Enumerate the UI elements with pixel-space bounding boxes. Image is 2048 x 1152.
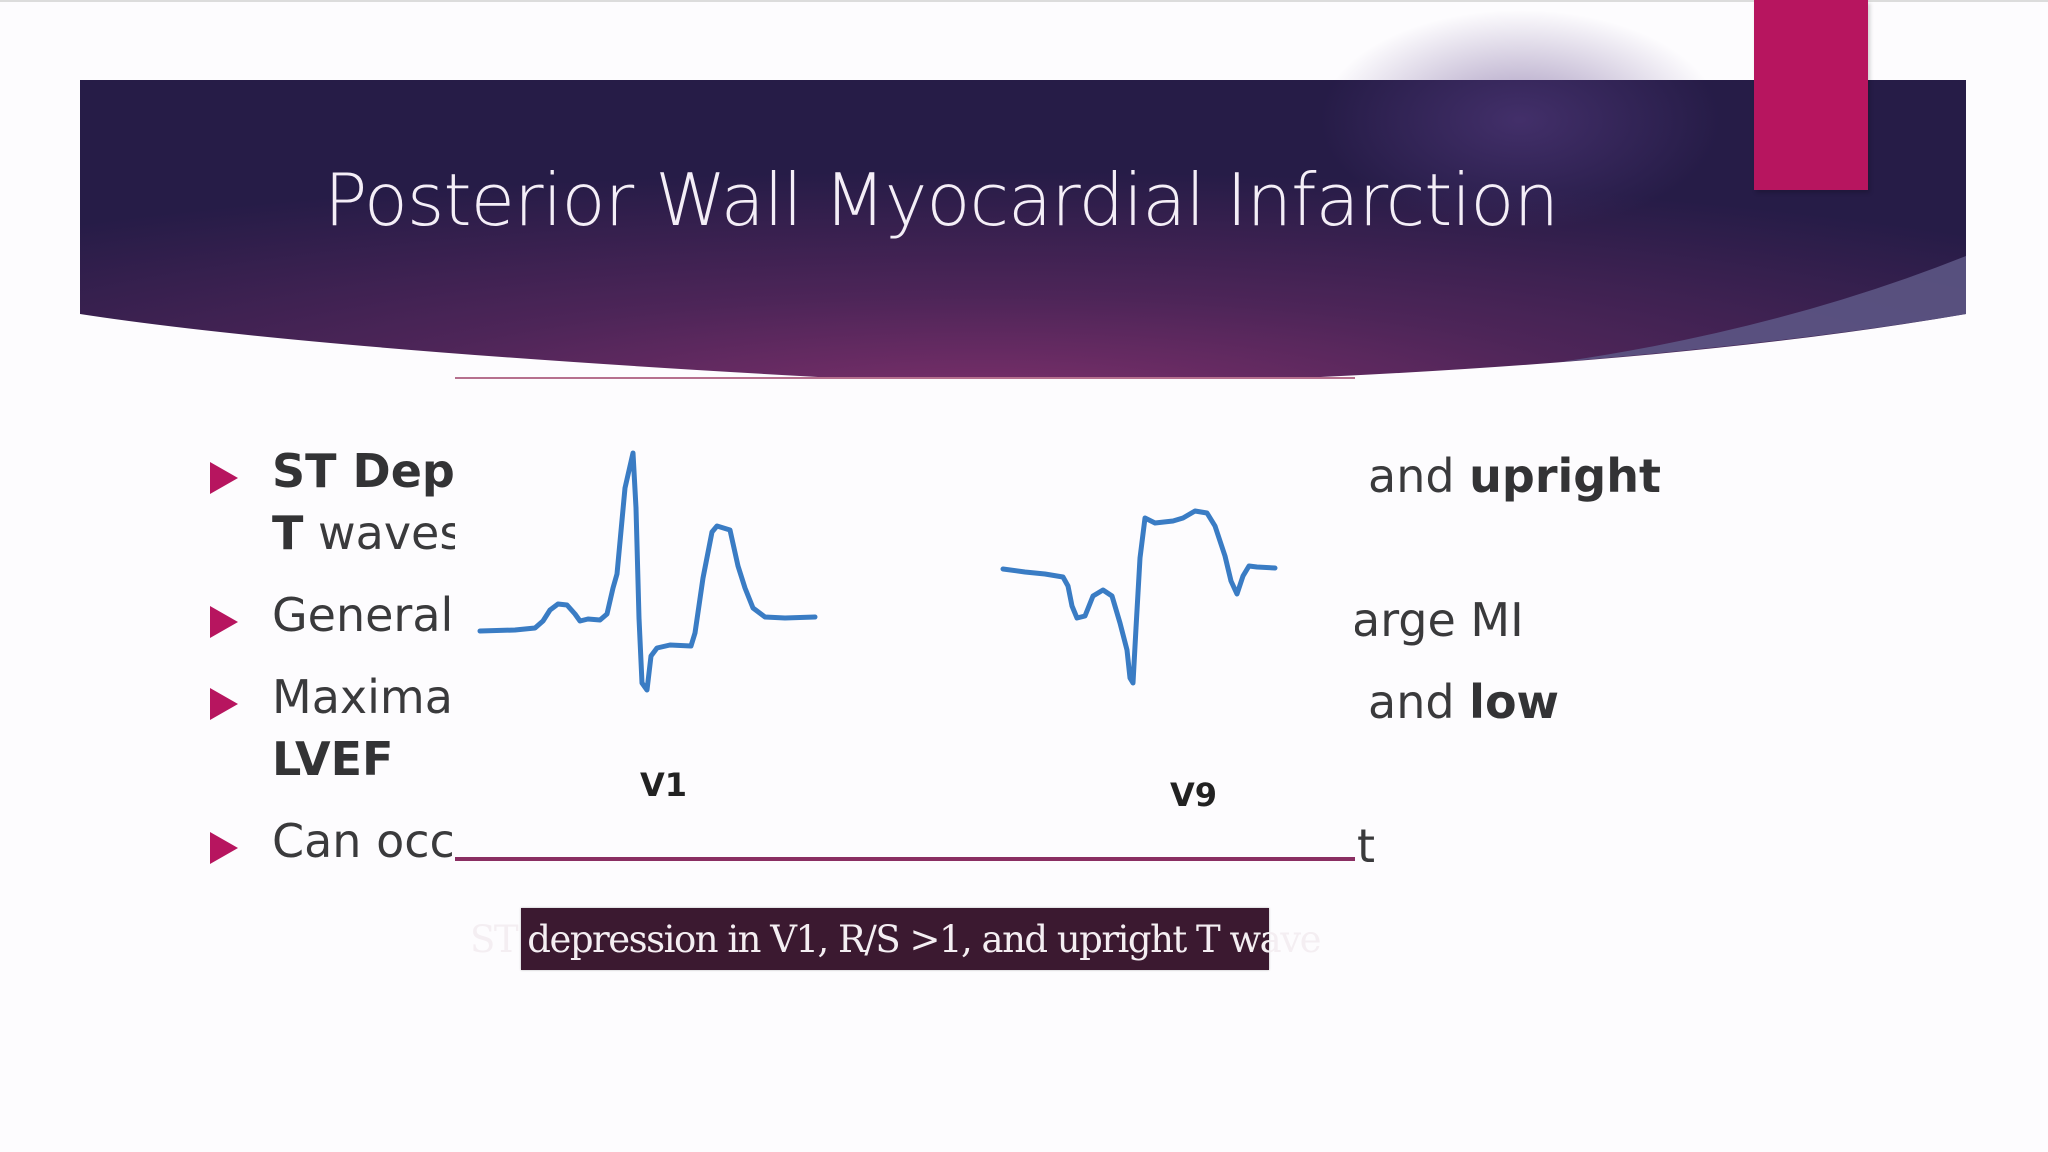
bullet-item: ST Depr T waves: [210, 440, 478, 564]
bullet-text: Maximal: [272, 670, 466, 724]
ecg-traces: [477, 450, 1278, 693]
title-banner: [0, 0, 2048, 383]
bullet-text: Generall: [272, 588, 467, 642]
bullet-triangle-icon: [210, 688, 238, 720]
bullet-text: T: [272, 506, 304, 560]
bullet-item: Generall: [210, 584, 466, 646]
bullet-text: and: [1368, 449, 1470, 503]
bullet-triangle-icon: [210, 832, 238, 864]
lead-label-v9: V9: [1170, 776, 1218, 814]
accent-tab: [1754, 0, 1868, 190]
bullet-text: Can occu: [272, 814, 484, 868]
slide-title: Posterior Wall Myocardial Infarction: [324, 158, 1559, 242]
bullet-text: LVEF: [272, 732, 394, 786]
figure-divider-top: [455, 377, 1355, 379]
ecg-trace-v1: [477, 450, 818, 693]
bullet-triangle-icon: [210, 606, 238, 638]
bullet-text: ST Depr: [272, 444, 478, 498]
bullet-text: upright: [1469, 449, 1661, 503]
bullet-text: low: [1469, 675, 1560, 729]
bullet-text: t: [1357, 819, 1376, 873]
figure-caption-box: ST depression in V1, R/S >1, and upright…: [470, 908, 1322, 970]
bullet-item: Maximal LVEF: [210, 666, 466, 790]
ecg-figure: V1 V9: [455, 378, 1355, 862]
lead-label-v1: V1: [640, 766, 688, 804]
bullet-item: Can occu: [210, 810, 484, 872]
bullet-text: arge MI: [1352, 593, 1524, 647]
figure-divider-bottom: [455, 857, 1355, 861]
bullet-text: and: [1368, 675, 1470, 729]
ecg-trace-v9: [1000, 508, 1278, 686]
figure-caption: ST depression in V1, R/S >1, and upright…: [470, 917, 1322, 961]
bullet-text: waves: [303, 506, 464, 560]
bullet-triangle-icon: [210, 462, 238, 494]
